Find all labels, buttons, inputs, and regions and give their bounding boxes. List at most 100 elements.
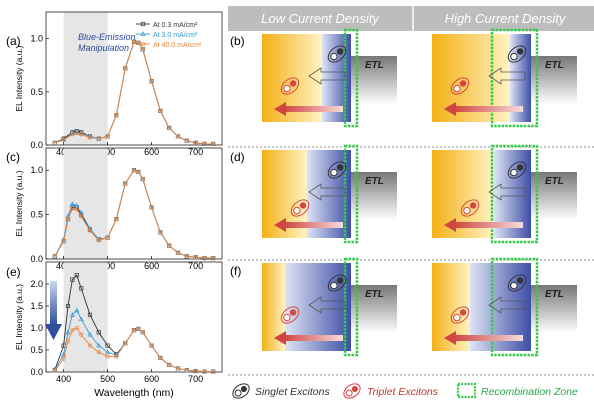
panel-label: (a): [6, 34, 21, 48]
exciton-filled: [516, 277, 524, 284]
data-point: [167, 125, 172, 131]
x-tick-label: 400: [56, 374, 71, 384]
singlet-transfer-arrow: [308, 67, 346, 85]
triplet-exciton-icon: [280, 77, 300, 95]
emission-layer-yellow: [262, 263, 285, 351]
x-tick-label: 600: [144, 374, 159, 384]
exciton-hollow: [283, 84, 291, 93]
data-point: [149, 79, 154, 84]
exciton-filled: [516, 48, 524, 55]
data-point: [131, 39, 137, 44]
triplet-arrow-shaft: [284, 335, 343, 341]
data-point: [211, 256, 216, 261]
triplet-arrow-head: [444, 218, 456, 232]
singlet-transfer-arrow: [308, 183, 346, 201]
data-point: [52, 368, 57, 373]
etl-label: ETL: [545, 60, 564, 71]
etl-block: [531, 56, 577, 104]
data-point: [114, 216, 119, 222]
singlet-exciton-icon: [327, 161, 347, 179]
data-point: [123, 341, 128, 346]
exciton-ring: [280, 306, 300, 324]
y-tick-label: 1.0: [30, 34, 43, 44]
exciton-hollow: [330, 52, 338, 61]
y-axis-label: EL Intensity (a.u.): [14, 284, 24, 350]
data-point: [136, 326, 141, 331]
data-point: [70, 328, 75, 333]
exciton-filled: [336, 48, 344, 55]
data-point: [87, 312, 93, 317]
data-point: [105, 235, 110, 240]
legend-recombination-label: Recombination Zone: [481, 386, 578, 398]
data-point: [158, 230, 163, 235]
data-point: [87, 343, 93, 348]
triplet-arrow-shaft: [284, 106, 343, 112]
exciton-filled: [289, 80, 297, 87]
data-point: [74, 307, 80, 313]
triplet-arrow-head: [444, 331, 456, 345]
exciton-hollow: [510, 52, 518, 61]
data-point: [140, 47, 145, 52]
data-point: [96, 350, 101, 355]
data-point: [105, 354, 110, 359]
etl-label: ETL: [365, 176, 384, 187]
data-point: [175, 250, 181, 255]
plot-frame: [45, 147, 223, 260]
data-point: [96, 330, 101, 335]
triplet-arrow-shaft: [454, 335, 523, 341]
exciton-ring: [327, 274, 347, 292]
triplet-exciton-icon: [460, 199, 480, 217]
data-point: [123, 181, 128, 186]
legend-marker: [140, 31, 146, 36]
exciton-hollow: [453, 313, 461, 322]
triplet-arrow-shaft: [284, 222, 343, 228]
data-point: [96, 342, 102, 348]
data-point: [70, 277, 75, 282]
data-point: [131, 168, 137, 173]
exciton-filled: [289, 309, 297, 316]
x-tick-label: 700: [188, 147, 203, 157]
exciton-ring: [507, 274, 527, 292]
series-line: [54, 169, 214, 259]
device-diagram: ETL: [262, 28, 397, 128]
legend-label: At 3.0 mA/cm²: [153, 32, 198, 39]
recombination-zone-icon: [456, 382, 477, 399]
exciton-filled: [459, 80, 467, 87]
singlet-exciton-icon: [327, 45, 347, 63]
singlet-transfer-arrow: [308, 296, 346, 314]
triplet-exciton-icon: [280, 306, 300, 324]
etl-block: [351, 56, 397, 104]
exciton-filled: [459, 309, 467, 316]
header-bar: [228, 6, 594, 31]
triplet-arrow-head: [274, 331, 286, 345]
data-point: [70, 130, 75, 135]
data-point: [184, 138, 189, 143]
etl-label: ETL: [545, 289, 564, 300]
etl-block: [351, 172, 397, 220]
blue-emission-annotation: Blue-Emission: [78, 32, 136, 42]
singlet-exciton-icon: [232, 383, 250, 399]
trend-arrow-head: [45, 324, 62, 340]
y-axis-label: EL Intensity (a.u.): [14, 170, 24, 236]
data-point: [136, 169, 141, 175]
y-tick-label: 1.0: [30, 165, 43, 175]
data-point: [202, 369, 207, 374]
data-point: [69, 201, 75, 206]
legend-marker: [140, 21, 146, 27]
exciton-ring: [290, 199, 310, 217]
data-point: [61, 137, 66, 142]
exciton-ring: [450, 306, 470, 324]
shaded-region: [63, 12, 108, 145]
data-point: [211, 141, 216, 146]
data-point: [96, 238, 101, 243]
data-point: [70, 132, 75, 137]
header: Low Current Density High Current Density: [228, 6, 594, 31]
data-point: [184, 368, 189, 373]
y-tick-label: 0.5: [30, 345, 43, 355]
singlet-transfer-arrow: [488, 296, 526, 314]
data-point: [158, 355, 163, 360]
data-point: [69, 312, 75, 317]
plot-frame: [45, 11, 223, 146]
